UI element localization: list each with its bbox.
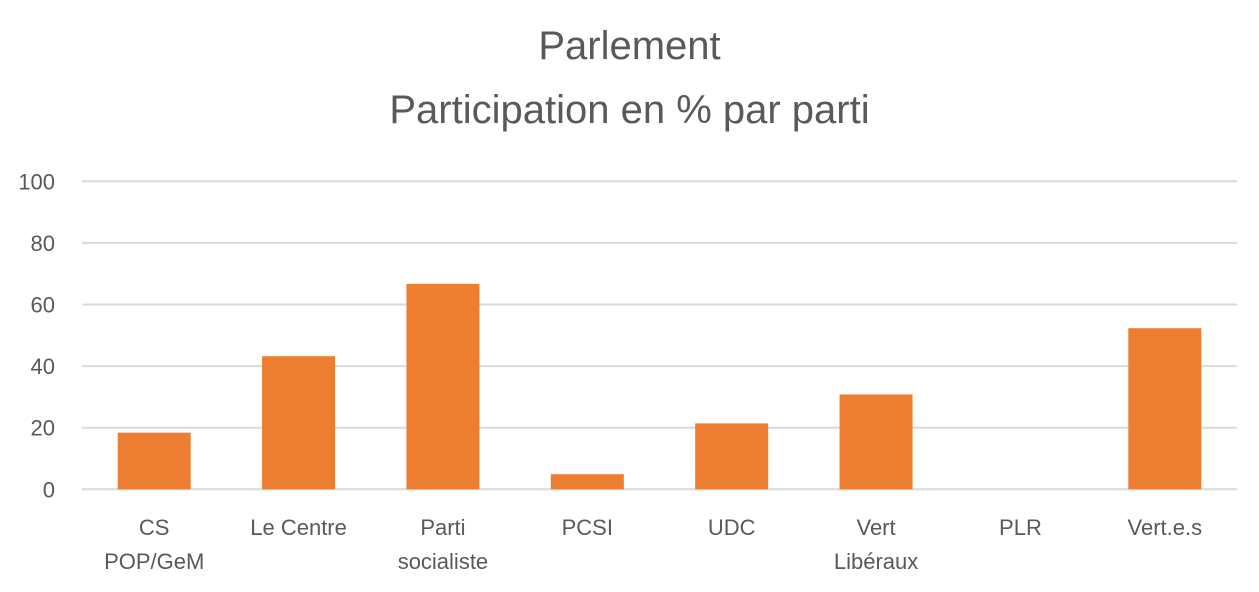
x-tick-label: PLR: [999, 515, 1042, 540]
chart-title-line-2: Participation en % par parti: [389, 88, 870, 132]
x-tick-label-line: Vert.e.s: [1128, 515, 1203, 540]
x-tick-label-line: PCSI: [562, 515, 613, 540]
chart-title-line-1: Parlement: [538, 24, 721, 68]
y-tick-label: 80: [31, 231, 55, 256]
y-tick-label: 60: [31, 293, 55, 318]
x-tick-label: Parti socialiste: [398, 515, 488, 574]
x-tick-label-line: PLR: [999, 515, 1042, 540]
bar-7: [1128, 328, 1202, 490]
x-tick-label-line: socialiste: [398, 549, 488, 574]
y-tick-label: 100: [18, 169, 55, 194]
x-tick-label: PCSI: [562, 515, 613, 540]
x-tick-label-line: Le Centre: [250, 515, 347, 540]
y-tick-label: 20: [31, 416, 55, 441]
x-tick-label: Le Centre: [250, 515, 347, 540]
x-tick-label-line: Libéraux: [834, 549, 918, 574]
bar-4: [695, 423, 769, 490]
x-tick-label: UDC: [708, 515, 756, 540]
x-tick-label: Vert.e.s: [1128, 515, 1203, 540]
x-tick-label: CS POP/GeM: [104, 515, 204, 574]
x-tick-label-line: UDC: [708, 515, 756, 540]
x-tick-label-line: POP/GeM: [104, 549, 204, 574]
bar-3: [550, 474, 624, 490]
x-tick-label-line: Parti: [420, 515, 465, 540]
x-tick-label: Vert Libéraux: [834, 515, 918, 574]
bar-5: [839, 394, 913, 490]
x-tick-label-line: CS: [139, 515, 170, 540]
bar-2: [406, 283, 480, 490]
bar-0: [117, 432, 191, 490]
y-tick-label: 40: [31, 354, 55, 379]
bar-1: [262, 356, 336, 490]
x-tick-label-line: Vert: [856, 515, 895, 540]
y-tick-label: 0: [43, 477, 55, 502]
